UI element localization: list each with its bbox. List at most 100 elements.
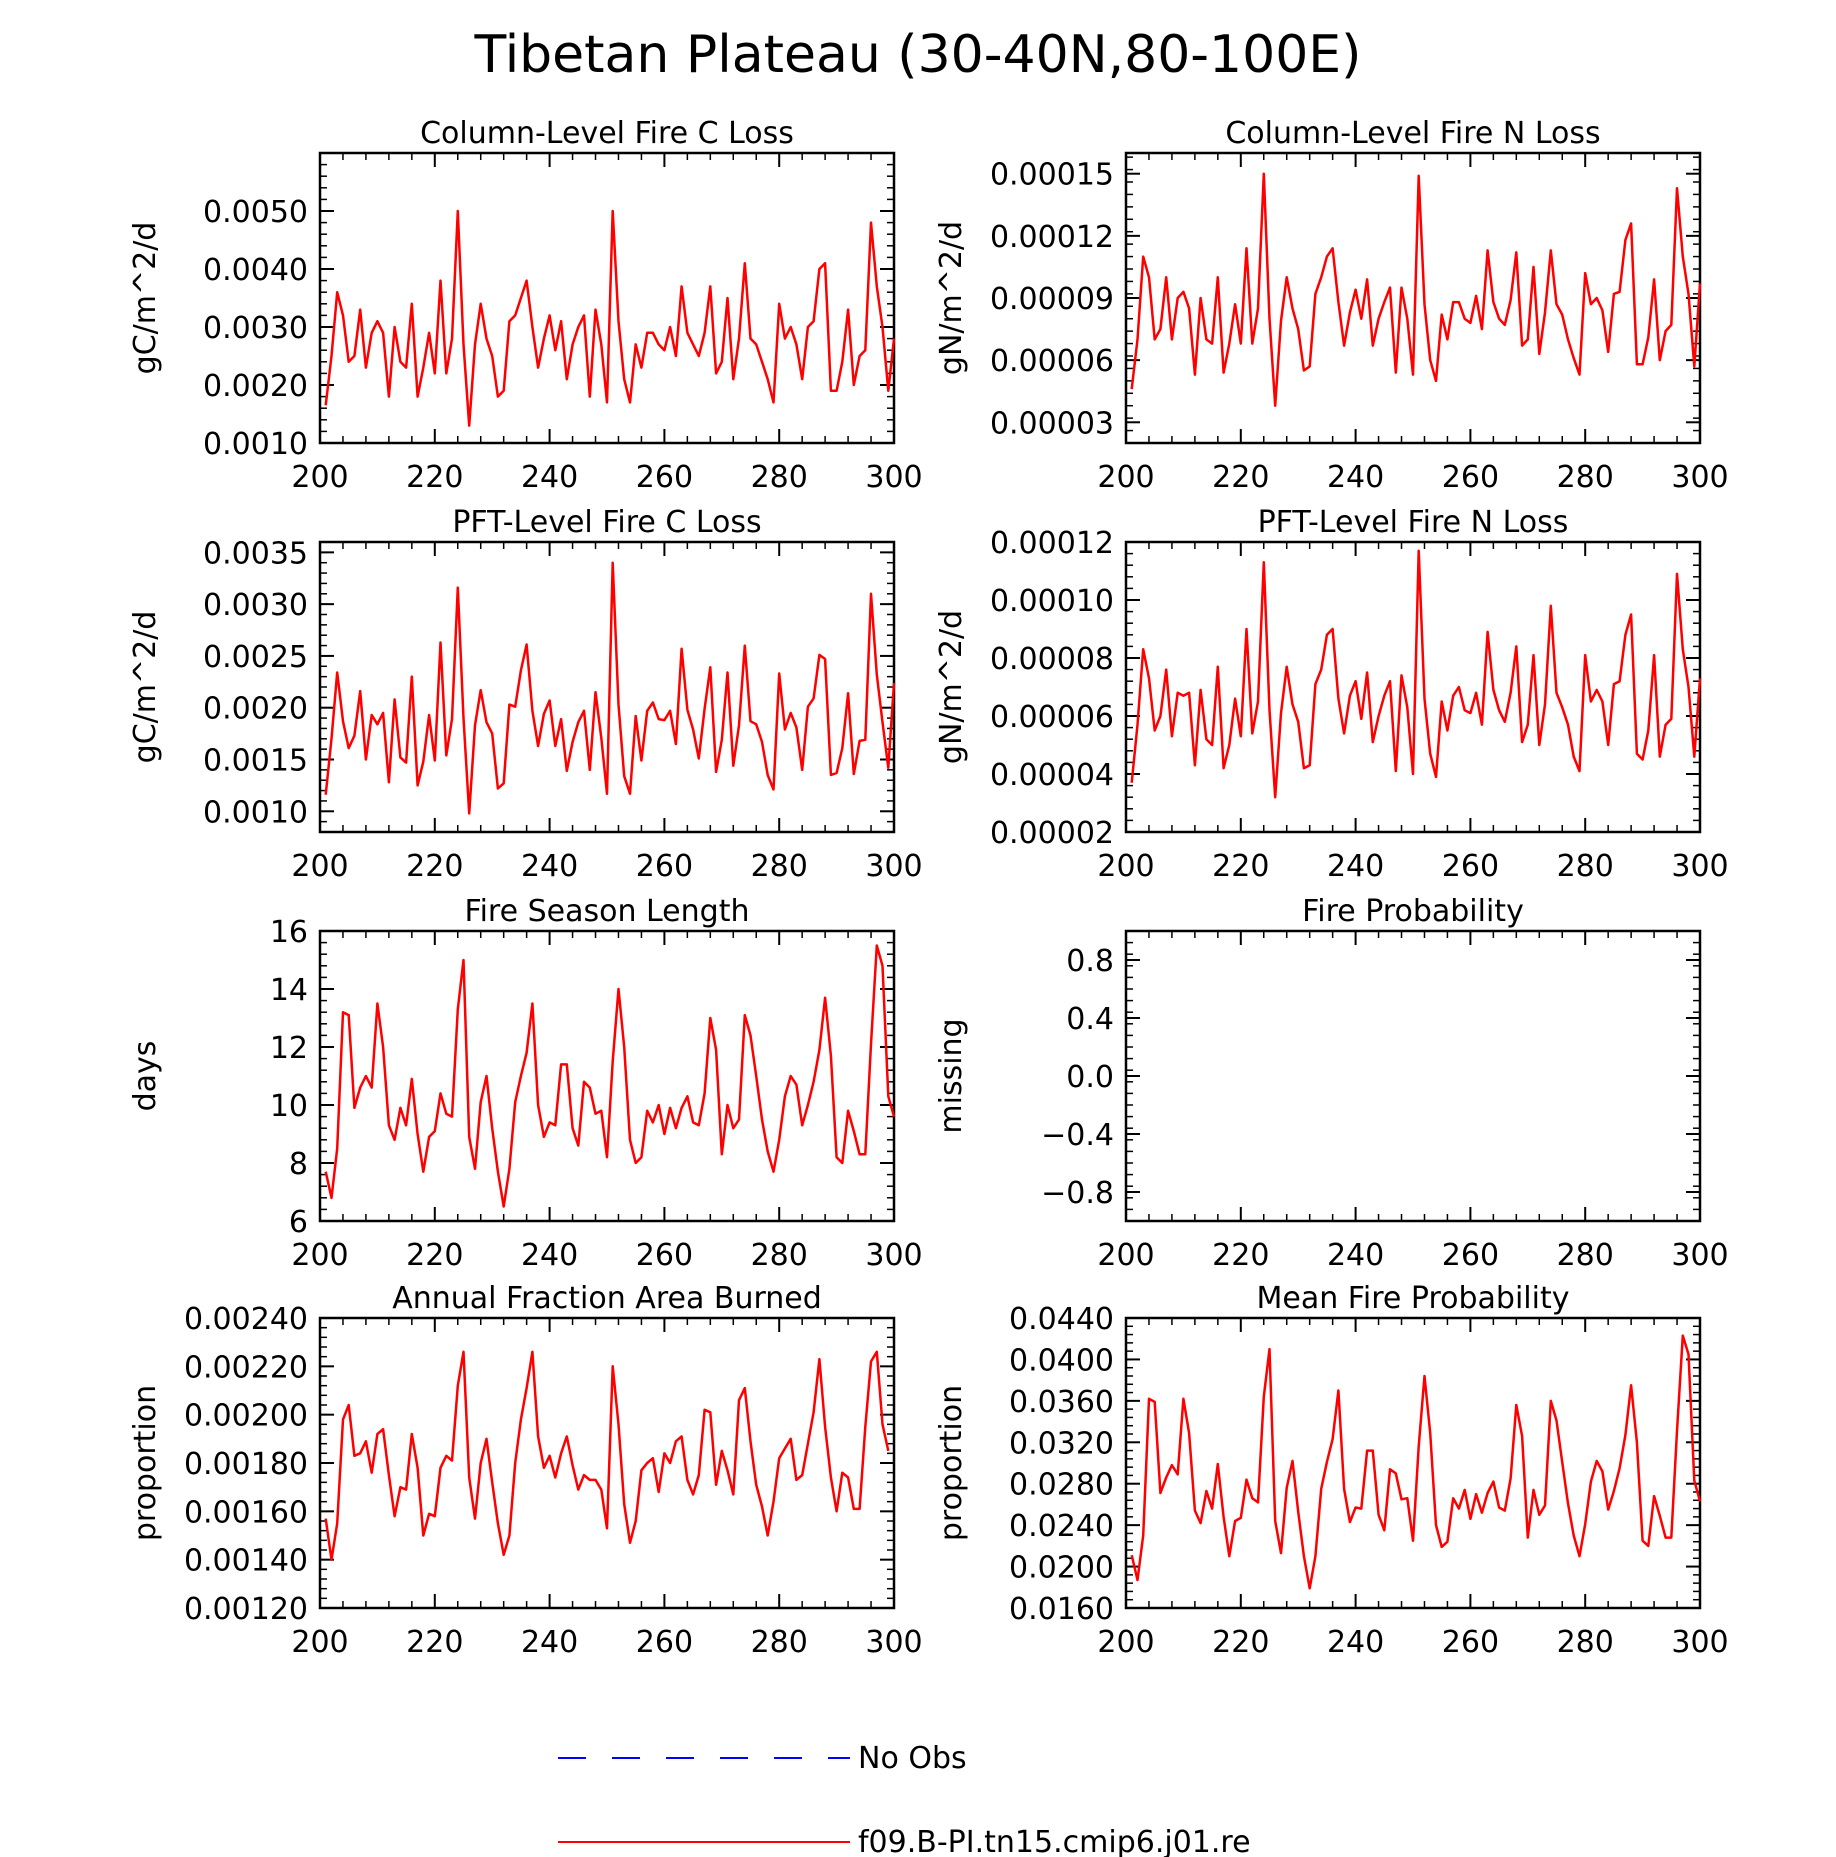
x-tick-label: 220 bbox=[406, 849, 463, 884]
y-tick-label: 0.00015 bbox=[990, 158, 1114, 193]
x-tick-label: 280 bbox=[1557, 1625, 1614, 1660]
x-tick-label: 300 bbox=[865, 460, 922, 495]
x-tick-label: 220 bbox=[1212, 1625, 1269, 1660]
y-tick-label: 0.0030 bbox=[203, 311, 308, 346]
y-axis-label: proportion bbox=[934, 1385, 969, 1541]
y-axis-label: proportion bbox=[128, 1385, 163, 1541]
series-line bbox=[324, 561, 896, 815]
x-tick-label: 260 bbox=[636, 849, 693, 884]
chart-panel-7: Mean Fire Probability proportion 200 220 240… bbox=[934, 1281, 1729, 1660]
y-axis-label: gC/m^2/d bbox=[128, 611, 163, 764]
y-tick-label: −0.4 bbox=[1041, 1118, 1114, 1153]
y-tick-label: 0.00180 bbox=[184, 1447, 308, 1482]
x-tick-label: 240 bbox=[521, 1238, 578, 1273]
x-tick-label: 260 bbox=[636, 460, 693, 495]
x-tick-label: 280 bbox=[1557, 460, 1614, 495]
chart-panel-4: Fire Season Length days 200 220 240 260 280 300… bbox=[128, 894, 923, 1273]
plot-frame bbox=[318, 1316, 896, 1610]
x-tick-label: 240 bbox=[1327, 460, 1384, 495]
chart-title: Mean Fire Probability bbox=[1257, 1281, 1570, 1316]
y-tick-label: 0.00120 bbox=[184, 1592, 308, 1627]
legend-no-obs-label: No Obs bbox=[858, 1741, 967, 1776]
y-tick-label: 0.00003 bbox=[990, 406, 1114, 441]
x-tick-label: 280 bbox=[751, 1625, 808, 1660]
y-axis-label: gN/m^2/d bbox=[934, 610, 969, 764]
x-tick-label: 200 bbox=[291, 849, 348, 884]
y-axis-label: days bbox=[128, 1041, 163, 1112]
y-tick-label: 0.00012 bbox=[990, 526, 1114, 561]
y-tick-label: 0.00004 bbox=[990, 758, 1114, 793]
y-tick-label: 0.0035 bbox=[203, 536, 308, 571]
x-tick-label: 240 bbox=[1327, 1625, 1384, 1660]
y-axis-label: missing bbox=[934, 1018, 969, 1133]
x-tick-label: 280 bbox=[1557, 849, 1614, 884]
y-tick-label: 0.00006 bbox=[990, 700, 1114, 735]
figure-title: Tibetan Plateau (30-40N,80-100E) bbox=[474, 25, 1362, 85]
x-tick-label: 200 bbox=[1097, 1625, 1154, 1660]
series-line bbox=[1130, 549, 1702, 799]
y-tick-label: 0.00220 bbox=[184, 1350, 308, 1385]
y-tick-label: 6 bbox=[289, 1205, 308, 1240]
chart-title: Fire Season Length bbox=[465, 894, 750, 929]
y-tick-label: 0.00012 bbox=[990, 220, 1114, 255]
y-tick-label: 0.00002 bbox=[990, 816, 1114, 851]
y-tick-label: 0.0160 bbox=[1009, 1592, 1114, 1627]
series-line bbox=[324, 944, 896, 1208]
y-tick-label: 0.0050 bbox=[203, 195, 308, 230]
x-tick-label: 300 bbox=[1671, 1238, 1728, 1273]
x-tick-label: 260 bbox=[1442, 849, 1499, 884]
legend-model-label: f09.B-PI.tn15.cmip6.j01.re bbox=[858, 1825, 1251, 1857]
x-tick-label: 260 bbox=[1442, 1625, 1499, 1660]
y-tick-label: 10 bbox=[270, 1089, 308, 1124]
y-tick-label: 0.4 bbox=[1066, 1002, 1114, 1037]
plot-frame bbox=[1124, 929, 1702, 1223]
x-tick-label: 280 bbox=[751, 849, 808, 884]
series-line bbox=[1130, 172, 1702, 407]
y-tick-label: 0.0020 bbox=[203, 692, 308, 727]
y-tick-label: 0.00160 bbox=[184, 1495, 308, 1530]
x-tick-label: 200 bbox=[291, 1238, 348, 1273]
y-tick-label: 8 bbox=[289, 1147, 308, 1182]
series-line bbox=[1130, 1334, 1702, 1590]
x-tick-label: 260 bbox=[1442, 460, 1499, 495]
y-tick-label: 12 bbox=[270, 1031, 308, 1066]
x-tick-label: 220 bbox=[406, 460, 463, 495]
x-tick-label: 260 bbox=[1442, 1238, 1499, 1273]
y-tick-label: 0.00140 bbox=[184, 1544, 308, 1579]
y-axis-label: gN/m^2/d bbox=[934, 221, 969, 375]
x-tick-label: 300 bbox=[865, 1625, 922, 1660]
legend: No Obs f09.B-PI.tn15.cmip6.j01.re bbox=[558, 1741, 1251, 1857]
chart-panel-2: PFT-Level Fire C Loss gC/m^2/d 200 220 240 26… bbox=[128, 505, 923, 884]
y-tick-label: 0.0320 bbox=[1009, 1426, 1114, 1461]
x-tick-label: 240 bbox=[1327, 849, 1384, 884]
y-tick-label: 0.0280 bbox=[1009, 1468, 1114, 1503]
y-tick-label: 0.0400 bbox=[1009, 1343, 1114, 1378]
x-tick-label: 220 bbox=[406, 1625, 463, 1660]
y-tick-label: 0.0200 bbox=[1009, 1551, 1114, 1586]
y-tick-label: 0.0025 bbox=[203, 640, 308, 675]
x-tick-label: 240 bbox=[521, 1625, 578, 1660]
y-tick-label: 0.00008 bbox=[990, 642, 1114, 677]
x-tick-label: 200 bbox=[1097, 1238, 1154, 1273]
series-line bbox=[324, 209, 896, 427]
x-tick-label: 300 bbox=[1671, 1625, 1728, 1660]
x-tick-label: 220 bbox=[1212, 1238, 1269, 1273]
x-tick-label: 200 bbox=[291, 1625, 348, 1660]
y-tick-label: 0.0015 bbox=[203, 744, 308, 779]
x-tick-label: 300 bbox=[865, 849, 922, 884]
x-tick-label: 220 bbox=[406, 1238, 463, 1273]
y-tick-label: 0.0020 bbox=[203, 369, 308, 404]
plot-frame bbox=[318, 151, 896, 445]
y-tick-label: 0.0030 bbox=[203, 588, 308, 623]
x-tick-label: 220 bbox=[1212, 849, 1269, 884]
chart-panel-5: Fire Probability missing 200 220 240 260 280 30… bbox=[934, 894, 1729, 1273]
plot-frame bbox=[318, 929, 896, 1223]
y-tick-label: 0.00240 bbox=[184, 1302, 308, 1337]
y-tick-label: 0.0010 bbox=[203, 427, 308, 462]
x-tick-label: 300 bbox=[865, 1238, 922, 1273]
chart-panel-6: Annual Fraction Area Burned proportion 200… bbox=[128, 1281, 923, 1660]
y-tick-label: 0.0 bbox=[1066, 1060, 1114, 1095]
y-tick-label: 0.00200 bbox=[184, 1399, 308, 1434]
x-tick-label: 280 bbox=[751, 1238, 808, 1273]
